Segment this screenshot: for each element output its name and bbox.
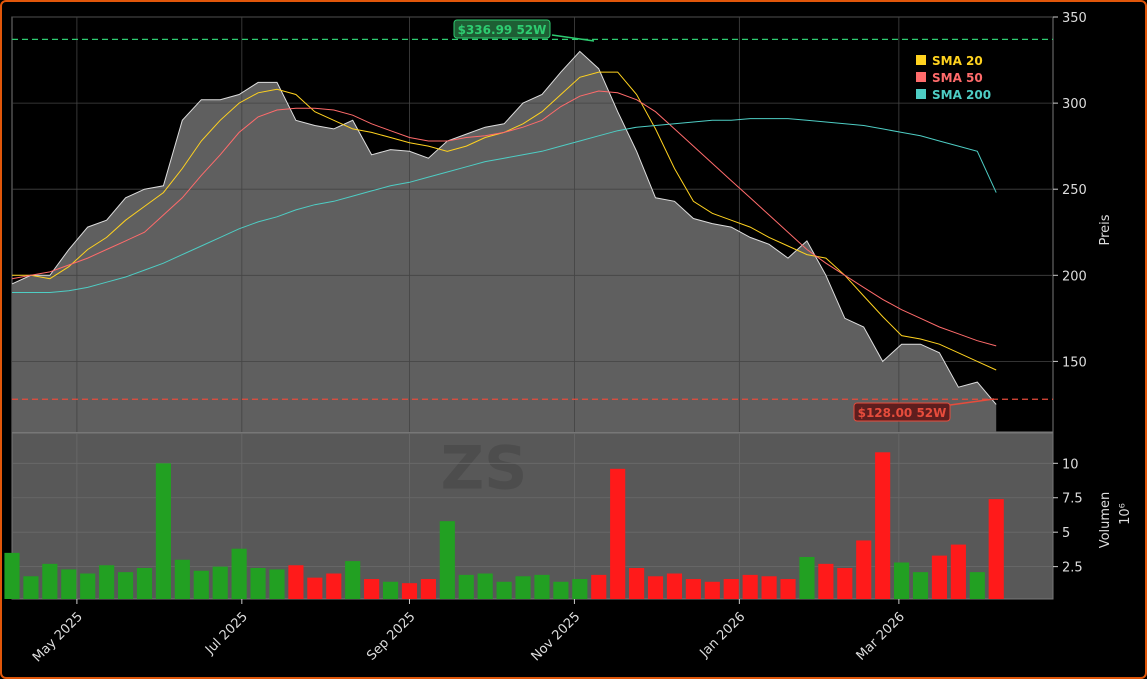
volume-bar: [80, 573, 96, 599]
legend-label: SMA 200: [932, 88, 991, 102]
x-tick-label: Nov 2025: [529, 609, 584, 664]
x-tick-label: Jan 2026: [697, 609, 749, 661]
price-area: [12, 51, 997, 433]
x-tick-label: Sep 2025: [364, 609, 418, 663]
price-line: [11, 50, 997, 405]
low-label-box: [853, 402, 951, 422]
legend-swatch: [916, 89, 926, 99]
volume-bar: [364, 579, 380, 599]
volume-bar: [42, 563, 58, 599]
volume-bar: [647, 576, 664, 599]
volume-bar: [269, 569, 285, 599]
volume-bar: [988, 499, 1004, 599]
volume-bar: [629, 568, 645, 599]
legend-swatch: [916, 72, 926, 82]
volume-bar: [117, 572, 134, 599]
volume-bar: [136, 568, 153, 599]
volume-bar: [345, 561, 361, 599]
volume-bar: [572, 579, 588, 599]
volume-bar: [401, 583, 418, 599]
volume-bar: [799, 556, 815, 599]
volume-bar: [99, 565, 115, 599]
volume-bar: [174, 559, 190, 599]
volume-bar: [591, 574, 607, 599]
volume-bar: [155, 463, 171, 599]
volume-bar: [326, 573, 342, 599]
volume-bar: [288, 565, 304, 599]
volume-bar: [912, 572, 929, 599]
volume-bar: [704, 581, 720, 599]
volume-bar: [931, 555, 948, 599]
volume-bar: [969, 572, 985, 599]
volume-bar: [515, 576, 531, 599]
y-axis-label: Preis: [1098, 214, 1113, 245]
volume-bar: [950, 544, 966, 599]
y2-tick-label: 2.5: [1062, 561, 1083, 576]
y-tick-label: 200: [1062, 269, 1087, 284]
y-tick-label: 350: [1062, 11, 1087, 26]
volume-bar: [685, 579, 701, 599]
volume-bar: [723, 579, 739, 599]
volume-bar: [439, 521, 455, 599]
volume-bar: [894, 562, 910, 599]
volume-bar: [496, 581, 512, 599]
high-label-box: [453, 19, 551, 39]
low-arrow: [949, 398, 995, 406]
x-tick-label: Mar 2026: [854, 609, 908, 663]
high-label: $336.99 52W: [458, 23, 547, 37]
high-arrow: [551, 34, 595, 42]
volume-bar: [837, 568, 853, 599]
y2-tick-label: 7.5: [1062, 492, 1083, 507]
volume-bar: [458, 574, 474, 599]
volume-bar: [382, 581, 399, 599]
low-label: $128.00 52W: [858, 406, 947, 420]
volume-bar: [610, 468, 626, 599]
x-tick-label: Jul 2025: [202, 609, 251, 658]
volume-bar: [231, 548, 247, 599]
volume-bar: [818, 563, 834, 599]
legend-swatch: [916, 55, 926, 65]
volume-bar: [4, 552, 20, 599]
legend-label: SMA 20: [932, 54, 983, 68]
volume-bar: [780, 579, 796, 599]
y-tick-label: 150: [1062, 355, 1087, 370]
volume-bar: [307, 577, 323, 599]
watermark-symbol: ZS: [441, 434, 528, 504]
volume-bar: [23, 576, 39, 599]
volume-bar: [420, 579, 436, 599]
volume-bar: [761, 576, 777, 599]
sma-line: [11, 90, 997, 347]
x-tick-label: May 2025: [30, 609, 86, 665]
legend-label: SMA 50: [932, 71, 983, 85]
volume-bar: [875, 452, 891, 599]
volume-bar: [742, 574, 758, 599]
y2-tick-label: 10: [1062, 457, 1079, 472]
volume-bar: [477, 573, 493, 599]
y-tick-label: 250: [1062, 183, 1087, 198]
volume-bar: [193, 570, 209, 599]
y2-tick-label: 5: [1062, 526, 1070, 541]
y-tick-label: 300: [1062, 97, 1087, 112]
volume-bar: [666, 573, 683, 599]
y2-unit: 10⁶: [1118, 503, 1133, 525]
sma-line: [12, 118, 997, 293]
volume-bar: [534, 574, 550, 599]
volume-bar: [61, 569, 77, 599]
volume-bar: [212, 566, 228, 599]
volume-bar: [856, 540, 872, 599]
y2-axis-label: Volumen: [1098, 492, 1113, 549]
volume-bar: [553, 581, 569, 599]
volume-bar: [250, 568, 266, 599]
